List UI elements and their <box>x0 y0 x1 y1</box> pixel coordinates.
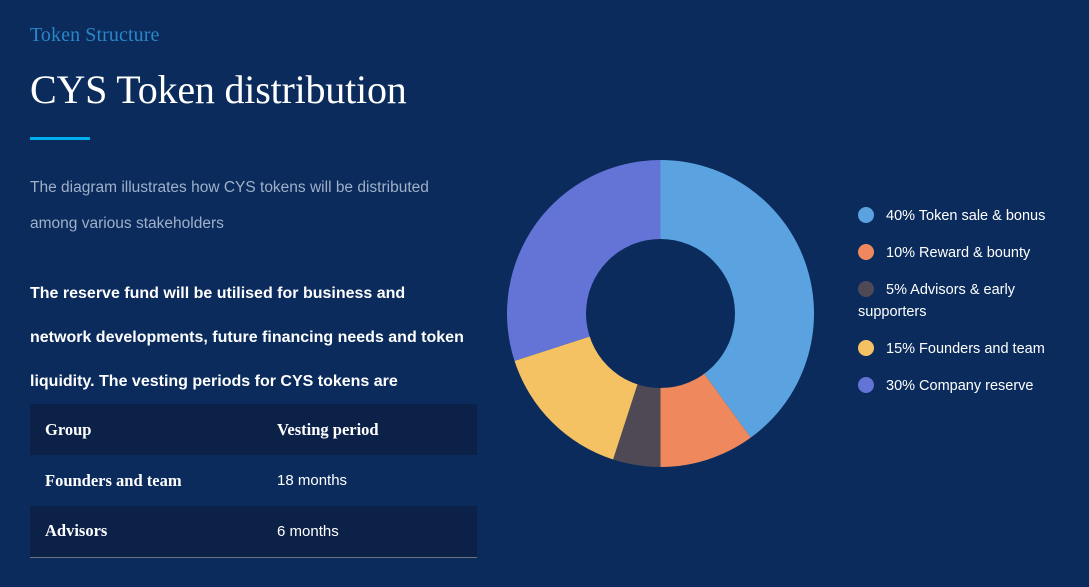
section-eyebrow: Token Structure <box>30 24 160 46</box>
legend-swatch-icon <box>858 281 874 297</box>
left-content-column: Token Structure CYS Token distribution T… <box>0 0 500 587</box>
accent-rule-divider <box>30 137 90 140</box>
legend-item-label: 15% Founders and team <box>886 341 1045 357</box>
legend-swatch-icon <box>858 340 874 356</box>
cell-group: Founders and team <box>45 470 182 490</box>
legend-item[interactable]: 40% Token sale & bonus <box>858 205 1078 227</box>
legend-swatch-icon <box>858 377 874 393</box>
token-distribution-donut-chart <box>507 160 814 467</box>
legend-item[interactable]: 15% Founders and team <box>858 338 1078 360</box>
chart-legend: 40% Token sale & bonus 10% Reward & bount… <box>858 205 1078 412</box>
table-row: Founders and team 18 months <box>30 455 477 506</box>
legend-swatch-icon <box>858 244 874 260</box>
table-header-row: Group Vesting period <box>30 404 477 455</box>
legend-item-label: 5% Advisors & early supporters <box>858 282 1015 320</box>
legend-item-label: 40% Token sale & bonus <box>886 208 1046 224</box>
column-header-group: Group <box>45 419 92 439</box>
legend-item[interactable]: 30% Company reserve <box>858 375 1078 397</box>
reserve-fund-paragraph: The reserve fund will be utilised for bu… <box>30 285 464 390</box>
donut-svg <box>507 160 814 467</box>
table-row: Advisors 6 months <box>30 506 477 558</box>
table-header: Group Vesting period <box>30 404 477 455</box>
legend-item-label: 10% Reward & bounty <box>886 245 1031 261</box>
cell-vesting-period: 6 months <box>262 506 477 558</box>
donut-center-hole <box>586 239 735 388</box>
legend-item[interactable]: 5% Advisors & early supporters <box>858 279 1078 323</box>
cell-vesting-period: 18 months <box>277 472 348 489</box>
legend-item-label: 30% Company reserve <box>886 378 1034 394</box>
table-body: Founders and team 18 months Advisors 6 m… <box>30 455 477 558</box>
column-header-vesting-period: Vesting period <box>277 419 379 439</box>
legend-item[interactable]: 10% Reward & bounty <box>858 242 1078 264</box>
intro-paragraph: The diagram illustrates how CYS tokens w… <box>30 179 429 232</box>
donut-slice[interactable] <box>660 160 815 438</box>
page-title: CYS Token distribution <box>30 67 407 112</box>
cell-group: Advisors <box>30 506 262 558</box>
legend-swatch-icon <box>858 207 874 223</box>
vesting-periods-table: Group Vesting period Founders and team 1… <box>30 404 477 558</box>
